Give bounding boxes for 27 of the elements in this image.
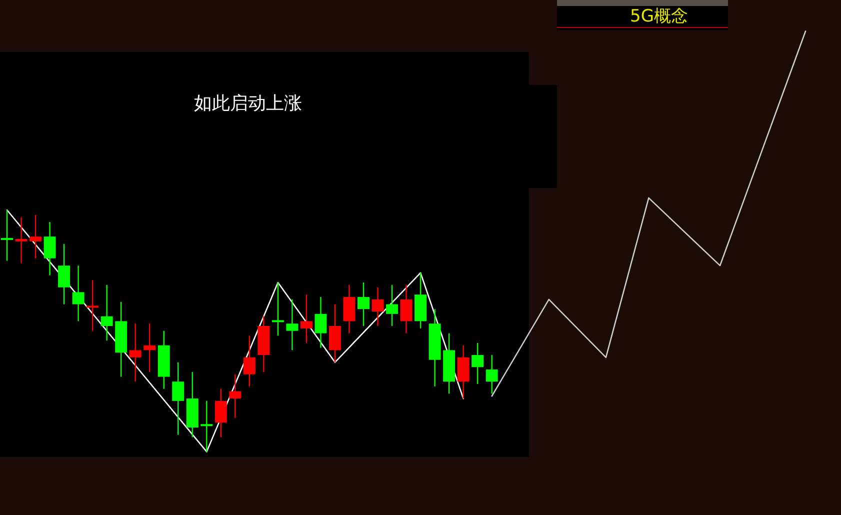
candlestick	[172, 362, 184, 436]
text: 5G概念	[630, 6, 688, 27]
candlestick	[372, 286, 384, 327]
candlestick	[314, 296, 327, 348]
candlestick	[100, 284, 113, 342]
candlestick	[129, 323, 142, 382]
candlestick	[472, 342, 484, 385]
candlestick	[44, 221, 56, 276]
candlestick	[15, 216, 28, 264]
candlestick	[72, 264, 84, 322]
candlestick	[300, 294, 312, 344]
chart-title: 如此启动上涨	[194, 92, 302, 114]
candlestick	[200, 400, 213, 452]
candlestick	[86, 279, 99, 332]
candlestick	[272, 282, 284, 336]
candlestick	[486, 354, 498, 394]
candlestick	[30, 214, 42, 259]
candlestick	[386, 284, 398, 327]
candlestick	[144, 323, 156, 373]
candlestick	[229, 374, 242, 418]
candlestick	[214, 388, 227, 438]
candlestick	[58, 243, 70, 305]
candlestick	[286, 298, 298, 351]
candlestick	[243, 335, 256, 388]
candlestick	[358, 282, 370, 327]
candlestick	[400, 284, 412, 334]
candlestick	[1, 209, 13, 262]
